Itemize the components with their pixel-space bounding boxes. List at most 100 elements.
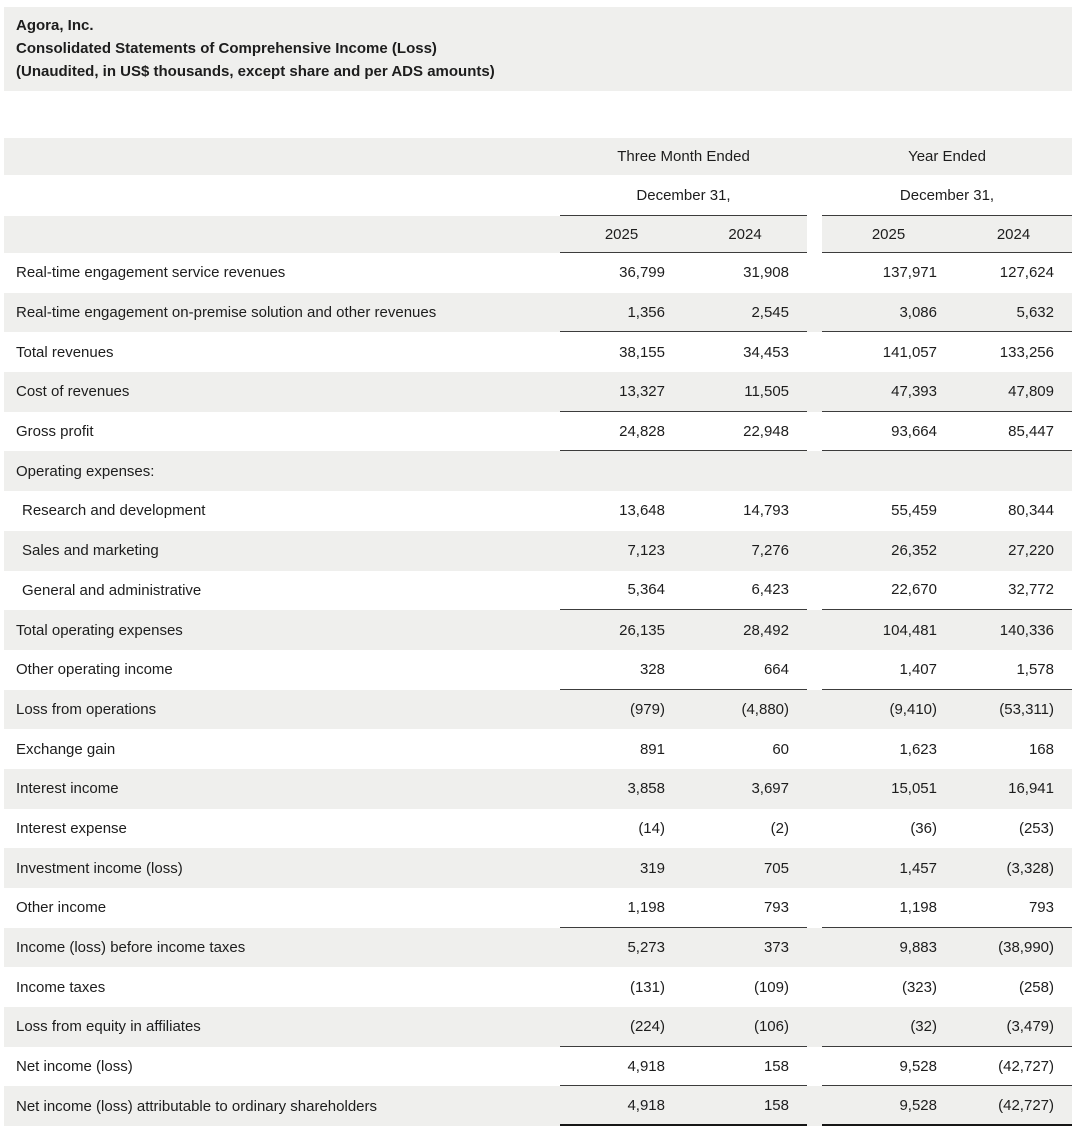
table-row: Interest expense (14) (2) (36) (253)	[4, 809, 1072, 849]
column-gap	[807, 610, 822, 650]
value-3m-2024: 11,505	[744, 382, 789, 400]
value-fy-2025: 9,883	[899, 939, 937, 957]
value-3m-2024: 28,492	[743, 621, 789, 639]
row-values-three-month: 5,364 6,423	[560, 571, 807, 611]
value-3m-2025: 3,858	[627, 780, 665, 798]
table-row: Loss from operations (979) (4,880) (9,41…	[4, 689, 1072, 730]
col-group-three-month-ended: Three Month Ended	[560, 138, 807, 175]
value-fy-2025: 1,457	[899, 859, 937, 877]
row-values-year-ended: 141,057 133,256	[822, 332, 1072, 372]
row-values-three-month: 5,273 373	[560, 928, 807, 968]
row-values-year-ended: 1,407 1,578	[822, 650, 1072, 690]
row-values-year-ended: 9,528 (42,727)	[822, 1086, 1072, 1126]
column-gap	[807, 690, 822, 730]
value-fy-2024: (38,990)	[998, 939, 1054, 957]
row-values-year-ended: 1,198 793	[822, 888, 1072, 928]
table-row: Net income (loss) attributable to ordina…	[4, 1086, 1072, 1126]
row-label: Cost of revenues	[16, 383, 130, 401]
value-fy-2024: 47,809	[1008, 382, 1054, 400]
value-3m-2025: 26,135	[619, 621, 665, 639]
row-values-three-month: 319 705	[560, 848, 807, 888]
value-3m-2024: 60	[772, 740, 789, 758]
year-cells-three-month: 2025 2024	[560, 216, 807, 253]
value-fy-2024: (3,479)	[1006, 1017, 1054, 1035]
column-gap	[807, 332, 822, 372]
row-values-three-month: 4,918 158	[560, 1086, 807, 1126]
table-row: Gross profit 24,828 22,948 93,664 85,447	[4, 412, 1072, 452]
value-3m-2024: 158	[763, 1096, 789, 1114]
row-values-three-month: 13,648 14,793	[560, 491, 807, 531]
value-fy-2025: 104,481	[882, 621, 937, 639]
table-row: Real-time engagement on-premise solution…	[4, 292, 1072, 333]
income-statement-table: Three Month Ended Year Ended December 31…	[4, 138, 1072, 1126]
table-row: Income (loss) before income taxes 5,273 …	[4, 927, 1072, 968]
column-gap	[807, 571, 822, 611]
row-values-year-ended: 137,971 127,624	[822, 253, 1072, 293]
row-values-three-month: (131) (109)	[560, 967, 807, 1007]
value-fy-2024: (3,328)	[1006, 859, 1054, 877]
value-fy-2024: 27,220	[1008, 542, 1054, 560]
row-label: Investment income (loss)	[16, 859, 183, 877]
value-fy-2025: 137,971	[882, 264, 937, 282]
table-row: Real-time engagement service revenues 36…	[4, 253, 1072, 293]
value-3m-2024: 373	[763, 939, 789, 957]
table-row: Total revenues 38,155 34,453 141,057 133…	[4, 332, 1072, 372]
period-header-row: Three Month Ended Year Ended	[4, 138, 1072, 175]
value-fy-2025: 47,393	[891, 382, 937, 400]
value-3m-2025: 891	[639, 740, 665, 758]
value-3m-2024: (2)	[770, 819, 789, 837]
table-row: Other operating income 328 664 1,407 1,5…	[4, 650, 1072, 690]
row-values-year-ended: (36) (253)	[822, 809, 1072, 849]
value-fy-2025: 9,528	[899, 1057, 937, 1075]
column-gap	[807, 138, 822, 175]
value-3m-2024: (109)	[753, 978, 789, 996]
value-fy-2025: 93,664	[891, 422, 937, 440]
value-3m-2025: (131)	[629, 978, 665, 996]
value-fy-2024: (258)	[1018, 978, 1054, 996]
column-gap	[807, 451, 822, 491]
row-values-three-month: (979) (4,880)	[560, 690, 807, 730]
row-values-year-ended: (323) (258)	[822, 967, 1072, 1007]
value-fy-2025: 141,057	[882, 343, 937, 361]
row-values-year-ended: 15,051 16,941	[822, 769, 1072, 809]
value-3m-2025: (14)	[638, 819, 665, 837]
column-gap	[807, 1047, 822, 1087]
value-fy-2024: (42,727)	[998, 1057, 1054, 1075]
year-cells-year-ended: 2025 2024	[822, 216, 1072, 253]
value-fy-2025: 1,623	[899, 740, 937, 758]
row-label: Loss from equity in affiliates	[16, 1018, 201, 1036]
row-label: Exchange gain	[16, 740, 116, 758]
value-3m-2024: 6,423	[751, 581, 789, 599]
value-3m-2025: 328	[639, 660, 665, 678]
table-row: Net income (loss) 4,918 158 9,528 (42,72…	[4, 1047, 1072, 1087]
value-3m-2024: 22,948	[743, 422, 789, 440]
financial-statement-sheet: Agora, Inc. Consolidated Statements of C…	[4, 7, 1072, 1126]
value-fy-2025: 3,086	[899, 303, 937, 321]
column-gap	[807, 1086, 822, 1126]
table-row: Investment income (loss) 319 705 1,457 (…	[4, 848, 1072, 888]
period-header-year: Year Ended	[908, 148, 986, 165]
value-3m-2025: 5,273	[627, 939, 665, 957]
row-label: Total operating expenses	[16, 621, 183, 639]
period-header-three-month: Three Month Ended	[617, 148, 750, 165]
col-group-year-ended: Year Ended	[822, 138, 1072, 175]
row-label: Total revenues	[16, 343, 114, 361]
value-fy-2024: 133,256	[999, 343, 1054, 361]
row-values-year-ended: 22,670 32,772	[822, 571, 1072, 611]
value-fy-2025: 15,051	[891, 780, 937, 798]
row-label: General and administrative	[22, 581, 202, 599]
column-gap	[807, 531, 822, 571]
value-3m-2024: 3,697	[751, 780, 789, 798]
row-values-year-ended	[822, 451, 1072, 491]
column-gap	[807, 650, 822, 690]
column-gap	[807, 216, 822, 253]
year-header-fy-2025: 2025	[871, 225, 906, 243]
value-fy-2024: 85,447	[1008, 422, 1054, 440]
row-values-year-ended: 93,664 85,447	[822, 412, 1072, 452]
value-3m-2024: 158	[763, 1057, 789, 1075]
row-values-three-month: 1,356 2,545	[560, 293, 807, 333]
row-label: Real-time engagement service revenues	[16, 264, 286, 282]
value-fy-2024: 1,578	[1016, 660, 1054, 678]
column-gap	[807, 412, 822, 452]
date-year: December 31,	[899, 186, 995, 204]
